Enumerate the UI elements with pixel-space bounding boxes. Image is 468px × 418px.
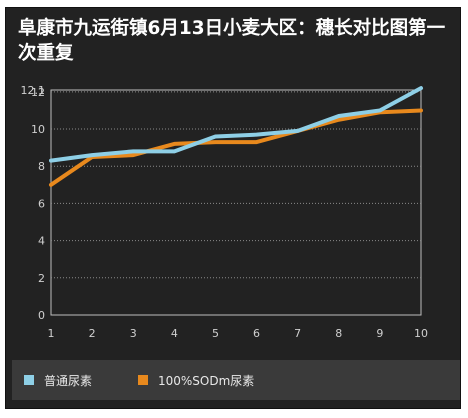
- legend-swatch-series-1: [24, 375, 34, 385]
- x-tick-label: 8: [335, 327, 342, 340]
- chart-title: 阜康市九运街镇6月13日小麦大区：穗长对比图第一次重复: [18, 18, 446, 64]
- series-line-2: [49, 108, 423, 187]
- legend-item-series-1: 普通尿素: [24, 372, 92, 388]
- x-tick-label: 10: [414, 327, 428, 340]
- legend-label-series-2: 100%SODm尿素: [158, 373, 255, 388]
- x-tick-label: 3: [130, 327, 137, 340]
- y-tick-label: 6: [38, 197, 45, 210]
- y-tick-label: 0: [38, 309, 45, 322]
- y-tick-label: 4: [38, 235, 45, 248]
- y-tick-label: 12: [31, 86, 45, 99]
- chart-panel: 阜康市九运街镇6月13日小麦大区：穗长对比图第一次重复 0 2 4 6 8 10 12 12.…: [5, 7, 461, 409]
- y-tick-label: 12.1: [21, 84, 46, 97]
- legend-label-series-1: 普通尿素: [44, 373, 93, 388]
- series-line-1: [49, 86, 423, 163]
- legend-item-series-2: 100%SODm尿素: [138, 372, 254, 388]
- x-tick-label: 6: [253, 327, 260, 340]
- plot-area-border: [50, 89, 422, 316]
- x-tick-label: 5: [212, 327, 219, 340]
- x-tick-label: 1: [48, 327, 55, 340]
- x-tick-label: 9: [376, 327, 383, 340]
- legend-swatch-series-2: [138, 375, 148, 385]
- y-tick-label: 2: [38, 272, 45, 285]
- legend: 普通尿素 100%SODm尿素: [12, 360, 460, 400]
- x-tick-label: 4: [171, 327, 178, 340]
- y-tick-label: 8: [38, 160, 45, 173]
- x-tick-label: 7: [294, 327, 301, 340]
- y-tick-label: 10: [31, 123, 45, 136]
- x-tick-label: 2: [89, 327, 96, 340]
